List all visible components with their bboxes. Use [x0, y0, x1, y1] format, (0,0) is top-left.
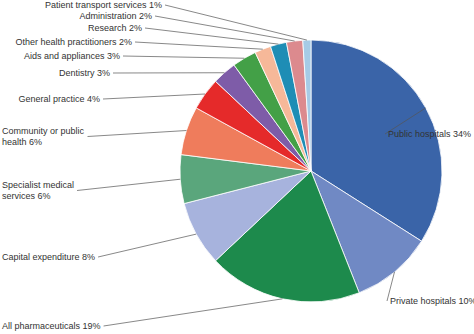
chart-root: Public hospitals 34% Private hospitals 10…	[0, 0, 474, 334]
slice-label: Administration 2%	[79, 11, 152, 21]
category-text: services	[2, 191, 38, 201]
leader-line	[103, 94, 205, 99]
labels: Public hospitals 34% Private hospitals 10…	[2, 0, 474, 331]
slice-label: All pharmaceuticals 19%	[2, 321, 101, 331]
slice-label: Specialist medicalservices 6%	[2, 180, 74, 201]
leader-line	[77, 179, 180, 190]
pie-slice	[303, 40, 311, 171]
value-label: 1%	[149, 0, 162, 10]
leader-line	[113, 72, 224, 73]
category-text: Community or public	[2, 126, 85, 136]
value-label: 2%	[119, 37, 132, 47]
category-text: Other health practitioners	[15, 37, 119, 47]
value-label: 34%	[453, 129, 471, 139]
value-label: 2%	[139, 11, 152, 21]
value-label: 2%	[129, 23, 142, 33]
slice-label: Research 2%	[88, 23, 142, 33]
value-label: 4%	[87, 94, 100, 104]
leader-line	[104, 299, 283, 326]
slice-label: General practice 4%	[18, 94, 100, 104]
value-label: 6%	[38, 191, 51, 201]
leader-lines	[77, 5, 426, 326]
leader-line	[145, 28, 278, 44]
category-text: Patient transport services	[45, 0, 149, 10]
leader-line	[123, 56, 244, 58]
value-label: 3%	[97, 68, 110, 78]
value-label: 8%	[82, 252, 95, 262]
slice-label: Capital expenditure 8%	[2, 252, 95, 262]
slice-label: Public hospitals 34%	[388, 129, 471, 139]
category-text: All pharmaceuticals	[2, 321, 83, 331]
slice-label: Private hospitals 10%	[390, 296, 474, 306]
slice-label: Patient transport services 1%	[45, 0, 162, 10]
category-text: Administration	[79, 11, 139, 21]
value-label: 10%	[459, 296, 474, 306]
slice-label: Community or publichealth 6%	[2, 126, 85, 147]
category-text: Aids and appliances	[24, 51, 107, 61]
pie-slice	[286, 40, 311, 171]
slice-label: Dentistry 3%	[59, 68, 110, 78]
value-label: 3%	[107, 51, 120, 61]
value-label: 6%	[29, 137, 42, 147]
slice-label: Other health practitioners 2%	[15, 37, 132, 47]
leader-line	[165, 5, 307, 40]
slice-label: Aids and appliances 3%	[24, 51, 120, 61]
value-label: 19%	[83, 321, 101, 331]
leader-line	[88, 131, 187, 137]
category-text: health	[2, 137, 29, 147]
slices	[180, 40, 442, 302]
category-text: Research	[88, 23, 129, 33]
category-text: Specialist medical	[2, 180, 74, 190]
category-text: Private hospitals	[390, 296, 459, 306]
category-text: Capital expenditure	[2, 252, 82, 262]
category-text: Dentistry	[59, 68, 97, 78]
category-text: Public hospitals	[388, 129, 453, 139]
leader-line	[98, 234, 196, 257]
category-text: General practice	[18, 94, 87, 104]
leader-line	[135, 42, 263, 49]
